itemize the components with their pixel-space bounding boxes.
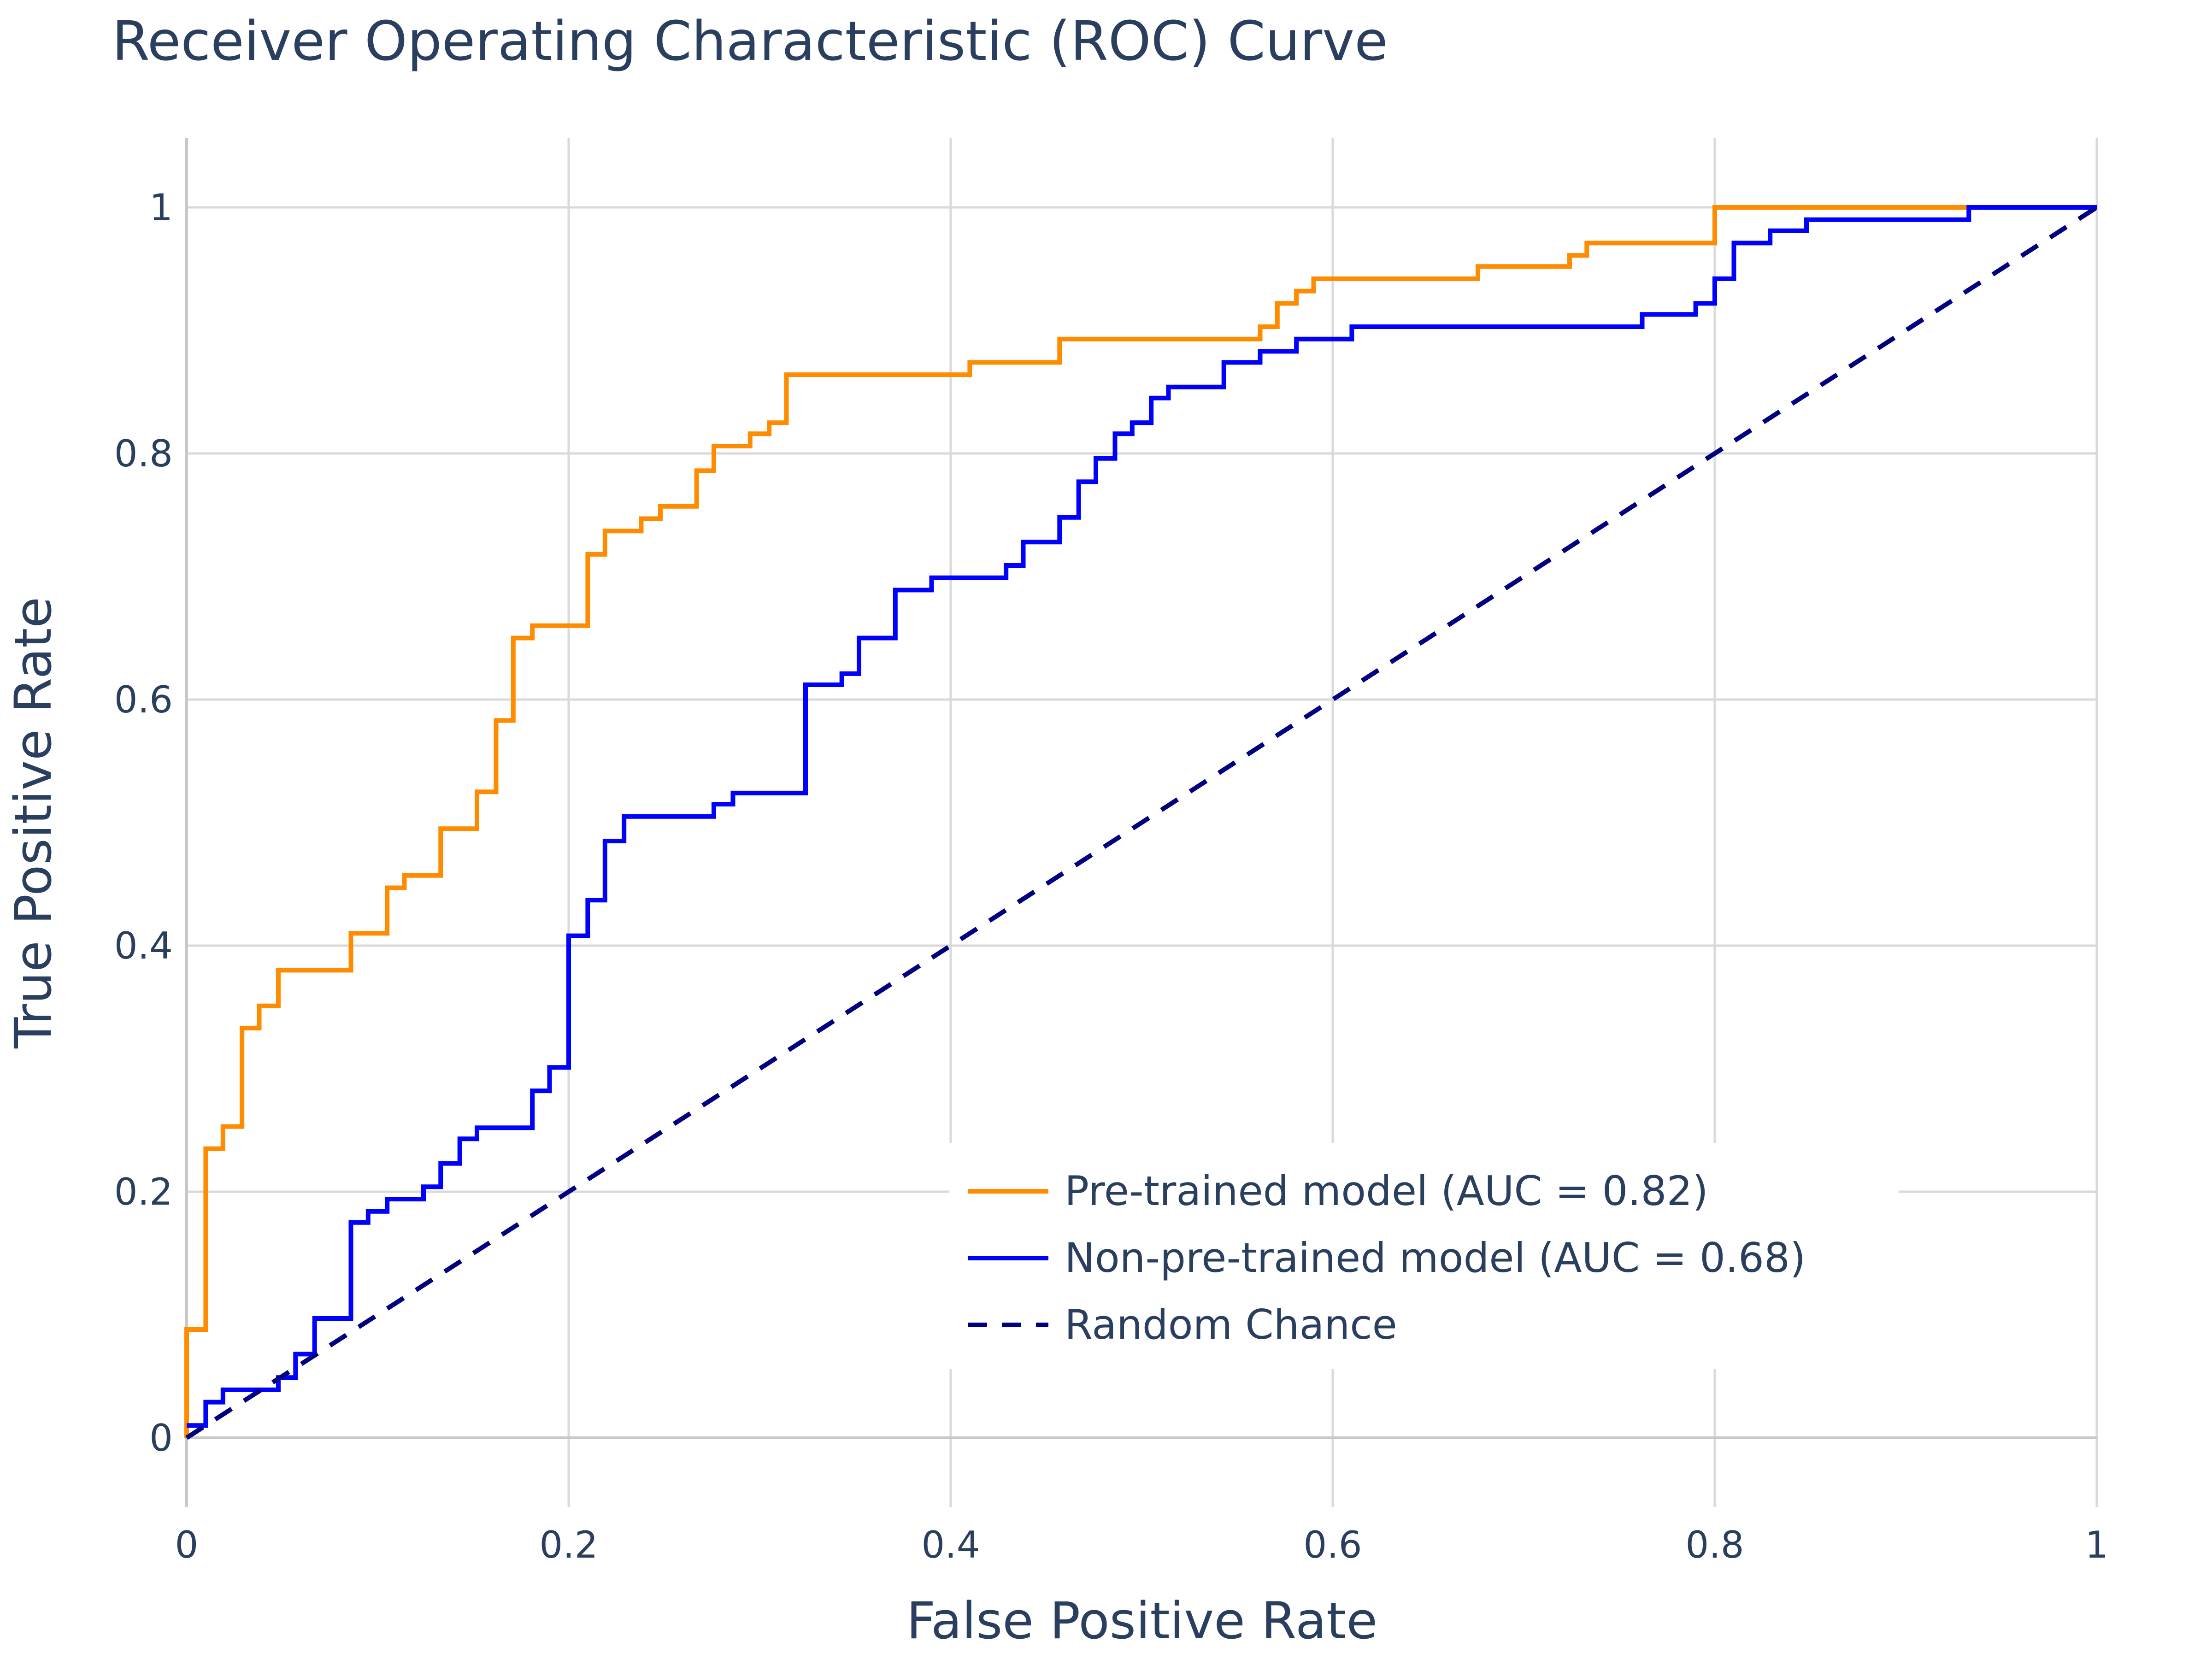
x-tick-label: 0.8: [1685, 1524, 1744, 1566]
x-tick-label: 0.6: [1303, 1524, 1362, 1566]
x-tick-label: 1: [2085, 1524, 2109, 1566]
y-tick-label: 0.2: [114, 1171, 173, 1213]
series-line-random-chance: [185, 205, 2098, 1440]
x-tick-label: 0.2: [539, 1524, 598, 1566]
legend-label-random-chance: Random Chance: [1065, 1301, 1397, 1348]
axes: [185, 138, 2097, 1507]
y-tick-label: 0: [149, 1417, 173, 1459]
legend-label-non-pretrained: Non-pre-trained model (AUC = 0.68): [1065, 1234, 1806, 1282]
y-tick-label: 0.4: [114, 924, 173, 967]
x-axis-title: False Positive Rate: [906, 1591, 1377, 1650]
tick-labels: 0 0.2 0.4 0.6 0.8 1 0 0.2 0.4 0.6 0.8 1: [114, 186, 2109, 1566]
plot-series: [184, 205, 2098, 1440]
x-tick-label: 0: [175, 1524, 199, 1566]
series-line-pretrained: [184, 205, 1969, 1438]
y-tick-label: 1: [149, 186, 173, 229]
y-axis-title: True Positive Rate: [4, 597, 63, 1049]
legend: Pre-trained model (AUC = 0.82) Non-pre-tr…: [949, 1143, 1899, 1369]
y-tick-label: 0.8: [114, 432, 173, 475]
series-line-non-pretrained: [187, 205, 2097, 1428]
chart-title: Receiver Operating Characteristic (ROC) …: [112, 9, 1388, 73]
legend-background: [949, 1143, 1899, 1369]
x-tick-label: 0.4: [921, 1524, 980, 1566]
y-tick-label: 0.6: [114, 678, 173, 721]
legend-label-pretrained: Pre-trained model (AUC = 0.82): [1065, 1167, 1708, 1215]
